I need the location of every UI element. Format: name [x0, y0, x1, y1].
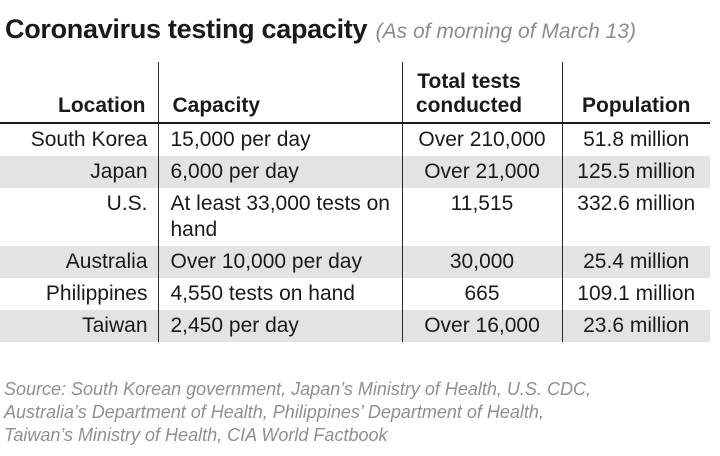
- cell-total-tests: 11,515: [401, 188, 562, 246]
- cell-capacity: 6,000 per day: [157, 156, 402, 188]
- cell-population: 109.1 million: [561, 278, 710, 310]
- cell-total-tests: Over 210,000: [401, 123, 562, 156]
- table-row: Taiwan 2,450 per day Over 16,000 23.6 mi…: [0, 310, 710, 342]
- cell-capacity: Over 10,000 per day: [157, 246, 402, 278]
- cell-population: 25.4 million: [561, 246, 710, 278]
- cell-capacity: 4,550 tests on hand: [157, 278, 402, 310]
- header-capacity: Capacity: [157, 62, 402, 124]
- cell-location: U.S.: [106, 192, 148, 215]
- cell-capacity: 2,450 per day: [157, 310, 402, 342]
- cell-total-tests: Over 21,000: [401, 156, 562, 188]
- source-line: Australia’s Department of Health, Philip…: [4, 402, 544, 422]
- cell-location: Taiwan: [0, 310, 158, 342]
- source-note: Source: South Korean government, Japan’s…: [4, 378, 716, 447]
- cell-total-tests: 30,000: [401, 246, 562, 278]
- table-row: Japan 6,000 per day Over 21,000 125.5 mi…: [0, 156, 710, 188]
- cell-total-tests: Over 16,000: [401, 310, 562, 342]
- cell-location: Japan: [0, 156, 158, 188]
- header-total-tests: Total tests conducted: [401, 62, 562, 124]
- table-row: Philippines 4,550 tests on hand 665 109.…: [0, 278, 710, 310]
- page-title: Coronavirus testing capacity: [5, 14, 368, 44]
- header-population: Population: [561, 62, 710, 124]
- page-subtitle: (As of morning of March 13): [375, 20, 636, 43]
- table-row: U.S. At least 33,000 tests on hand 11,51…: [0, 188, 710, 246]
- source-line: Source: South Korean government, Japan’s…: [4, 379, 591, 399]
- source-line: Taiwan’s Ministry of Health, CIA World F…: [4, 425, 388, 445]
- table-row: Australia Over 10,000 per day 30,000 25.…: [0, 246, 710, 278]
- cell-population: 125.5 million: [561, 156, 710, 188]
- cell-location: Australia: [0, 246, 158, 278]
- header-location: Location: [0, 62, 158, 124]
- cell-population: 332.6 million: [561, 188, 710, 246]
- cell-population: 23.6 million: [561, 310, 710, 342]
- cell-capacity: 15,000 per day: [157, 123, 402, 156]
- cell-total-tests: 665: [401, 278, 562, 310]
- cell-population: 51.8 million: [561, 123, 710, 156]
- cell-location: Philippines: [45, 282, 148, 305]
- table-header-row: Location Capacity Total tests conducted …: [0, 62, 710, 124]
- cell-location: South Korea: [30, 128, 148, 151]
- title-row: Coronavirus testing capacity (As of morn…: [5, 14, 636, 45]
- cell-capacity: At least 33,000 tests on hand: [157, 188, 402, 246]
- testing-capacity-table: Location Capacity Total tests conducted …: [0, 62, 710, 342]
- table-row: South Korea 15,000 per day Over 210,000 …: [0, 123, 710, 156]
